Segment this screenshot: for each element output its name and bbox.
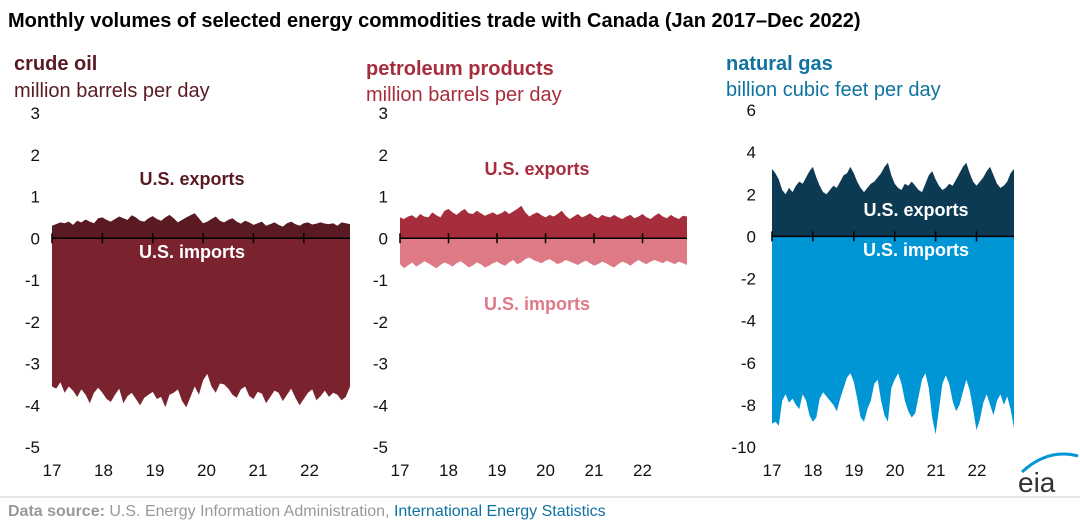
y-tick-label: 6	[747, 101, 756, 120]
series-label-exports: U.S. exports	[139, 169, 244, 189]
x-tick-label: 18	[439, 461, 458, 480]
x-tick-label: 22	[968, 461, 987, 480]
panel-petroleum-products: petroleum products million barrels per d…	[366, 58, 687, 480]
y-tick-label: 0	[31, 229, 40, 248]
y-tick-label: 4	[747, 143, 756, 162]
y-tick-label: -3	[373, 355, 388, 374]
panel-unit: billion cubic feet per day	[726, 79, 941, 101]
panel-natural-gas: natural gas billion cubic feet per day 6…	[726, 53, 1014, 480]
y-tick-label: -8	[741, 396, 756, 415]
panel-title: crude oil	[14, 53, 97, 75]
source-label: Data source:	[8, 503, 105, 520]
panel-unit: million barrels per day	[366, 84, 562, 106]
y-tick-label: 2	[31, 146, 40, 165]
source-link[interactable]: International Energy Statistics	[394, 503, 606, 520]
y-tick-label: -5	[373, 438, 388, 457]
x-tick-label: 22	[300, 461, 319, 480]
x-tick-label: 19	[488, 461, 507, 480]
x-tick-label: 21	[585, 461, 604, 480]
area-imports	[772, 236, 1014, 435]
y-tick-label: -5	[25, 438, 40, 457]
panel-crude-oil: crude oil million barrels per day 3210-1…	[14, 53, 350, 480]
y-tick-label: -2	[373, 313, 388, 332]
y-tick-label: 0	[379, 229, 388, 248]
y-tick-label: 1	[379, 188, 388, 207]
x-tick-label: 20	[886, 461, 905, 480]
y-tick-label: 3	[379, 104, 388, 123]
y-tick-label: 3	[31, 104, 40, 123]
series-label-imports: U.S. imports	[484, 294, 590, 314]
x-tick-label: 18	[804, 461, 823, 480]
logo-text: eia	[1018, 467, 1056, 498]
eia-logo: eia	[1018, 452, 1079, 498]
area-exports	[52, 213, 350, 239]
x-tick-label: 20	[197, 461, 216, 480]
x-tick-label: 17	[763, 461, 782, 480]
x-tick-label: 22	[633, 461, 652, 480]
x-tick-label: 18	[94, 461, 113, 480]
y-tick-label: -4	[741, 312, 756, 331]
series-label-imports: U.S. imports	[863, 240, 969, 260]
y-tick-label: -6	[741, 354, 756, 373]
x-tick-label: 19	[146, 461, 165, 480]
x-tick-label: 21	[927, 461, 946, 480]
x-tick-label: 21	[249, 461, 268, 480]
x-tick-label: 19	[845, 461, 864, 480]
area-exports	[400, 205, 687, 239]
series-label-imports: U.S. imports	[139, 242, 245, 262]
y-tick-label: -3	[25, 355, 40, 374]
area-exports	[772, 162, 1014, 237]
y-tick-label: 2	[747, 185, 756, 204]
area-imports	[52, 238, 350, 408]
y-tick-label: -4	[25, 396, 40, 415]
source-line: Data source: U.S. Energy Information Adm…	[8, 503, 606, 520]
y-tick-label: 0	[747, 227, 756, 246]
panel-unit: million barrels per day	[14, 80, 210, 102]
panel-title: natural gas	[726, 53, 833, 75]
y-tick-label: -4	[373, 396, 388, 415]
figure-title: Monthly volumes of selected energy commo…	[8, 10, 861, 32]
y-tick-label: 1	[31, 188, 40, 207]
logo-swoosh	[1020, 452, 1079, 474]
area-imports	[400, 238, 687, 269]
source-text: U.S. Energy Information Administration,	[109, 503, 389, 520]
x-tick-label: 17	[391, 461, 410, 480]
panel-title: petroleum products	[366, 58, 554, 80]
x-tick-label: 17	[43, 461, 62, 480]
series-label-exports: U.S. exports	[484, 159, 589, 179]
y-tick-label: -1	[25, 271, 40, 290]
y-tick-label: -10	[731, 438, 756, 457]
series-label-exports: U.S. exports	[863, 200, 968, 220]
y-tick-label: 2	[379, 146, 388, 165]
y-tick-label: -2	[25, 313, 40, 332]
x-tick-label: 20	[536, 461, 555, 480]
y-tick-label: -1	[373, 271, 388, 290]
y-tick-label: -2	[741, 270, 756, 289]
